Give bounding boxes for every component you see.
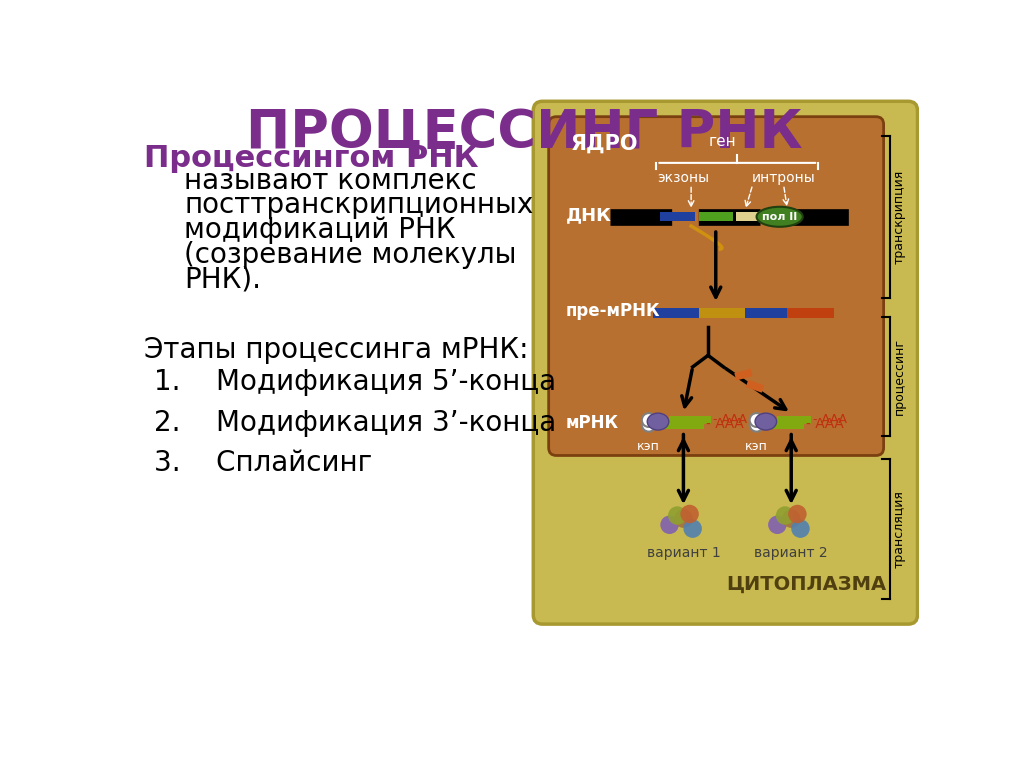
Bar — [787, 308, 834, 318]
Ellipse shape — [757, 207, 803, 227]
Text: вариант 1: вариант 1 — [646, 545, 720, 560]
Text: Процессингом РНК: Процессингом РНК — [144, 143, 479, 173]
Text: РНК).: РНК). — [184, 265, 261, 293]
FancyBboxPatch shape — [549, 117, 884, 456]
Text: пол II: пол II — [762, 212, 798, 222]
Text: 3.    Сплайсинг: 3. Сплайсинг — [154, 449, 372, 476]
Text: кэп: кэп — [745, 440, 768, 453]
Circle shape — [792, 519, 810, 538]
Bar — [652, 308, 698, 318]
Bar — [734, 369, 753, 380]
Circle shape — [683, 519, 701, 538]
Circle shape — [642, 418, 655, 432]
Ellipse shape — [647, 413, 669, 430]
Circle shape — [680, 505, 698, 523]
Circle shape — [782, 509, 801, 528]
Bar — [766, 420, 804, 430]
Bar — [698, 212, 733, 222]
Text: посттранскрипционных: посттранскрипционных — [184, 192, 534, 219]
Text: ЯДРО: ЯДРО — [570, 133, 638, 153]
Text: вариант 2: вариант 2 — [755, 545, 828, 560]
Bar — [698, 308, 745, 318]
Text: процессинг: процессинг — [893, 338, 906, 415]
Bar — [745, 308, 787, 318]
Bar — [745, 380, 764, 393]
Text: (созревание молекулы: (созревание молекулы — [184, 241, 517, 268]
Text: ген: ген — [709, 133, 736, 149]
Text: 2.    Модификация 3’-конца: 2. Модификация 3’-конца — [154, 409, 556, 436]
Text: ДНК: ДНК — [565, 206, 611, 224]
Text: трансляция: трансляция — [893, 490, 906, 568]
Circle shape — [668, 506, 686, 525]
Text: - ААА: - ААА — [706, 417, 743, 431]
Text: называют комплекс: называют комплекс — [184, 166, 477, 195]
Bar — [660, 212, 695, 222]
Circle shape — [660, 515, 679, 534]
Circle shape — [642, 413, 655, 427]
Circle shape — [674, 509, 692, 528]
Bar — [736, 212, 774, 222]
Circle shape — [788, 505, 807, 523]
FancyBboxPatch shape — [534, 101, 918, 624]
Text: интроны: интроны — [752, 170, 815, 185]
Circle shape — [776, 506, 795, 525]
Bar — [669, 416, 711, 424]
Bar — [658, 420, 705, 430]
Text: Этапы процессинга мРНК:: Этапы процессинга мРНК: — [144, 336, 529, 364]
Text: ПРОЦЕССИНГ РНК: ПРОЦЕССИНГ РНК — [247, 107, 803, 159]
Circle shape — [768, 515, 786, 534]
Text: - ААА: - ААА — [806, 417, 844, 431]
Circle shape — [750, 413, 764, 427]
Text: ЦИТОПЛАЗМА: ЦИТОПЛАЗМА — [726, 574, 886, 594]
Text: транскрипция: транскрипция — [893, 170, 906, 264]
Text: экзоны: экзоны — [657, 170, 710, 185]
Text: - ААА: - ААА — [713, 413, 746, 426]
Text: 1.    Модификация 5’-конца: 1. Модификация 5’-конца — [154, 368, 556, 397]
Bar — [776, 416, 811, 424]
Text: пре-мРНК: пре-мРНК — [565, 302, 660, 321]
Text: - ААА: - ААА — [813, 413, 847, 426]
Text: мРНК: мРНК — [565, 414, 618, 432]
Text: модификаций РНК: модификаций РНК — [184, 216, 456, 244]
Circle shape — [750, 418, 764, 432]
Ellipse shape — [755, 413, 776, 430]
Text: кэп: кэп — [637, 440, 660, 453]
